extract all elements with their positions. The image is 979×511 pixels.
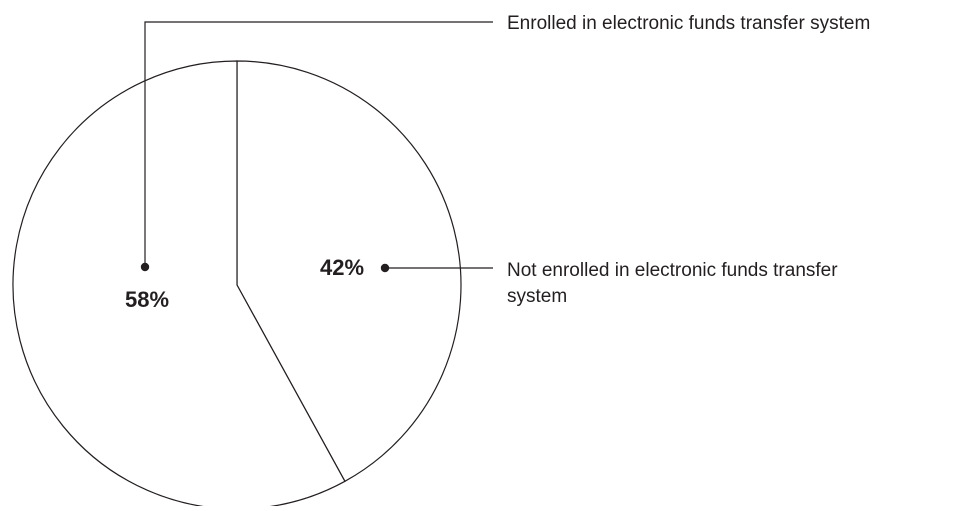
pie-slice-not-enrolled (236, 60, 462, 483)
enrolled-legend-label: Enrolled in electronic funds transfer sy… (507, 13, 870, 34)
enrolled-percent-label: 58% (125, 287, 169, 312)
enrolled-leader-line (144, 21, 493, 267)
not-enrolled-percent-label: 42% (320, 255, 364, 280)
not-enrolled-legend-label: Not enrolled in electronic funds transfe… (507, 260, 838, 307)
